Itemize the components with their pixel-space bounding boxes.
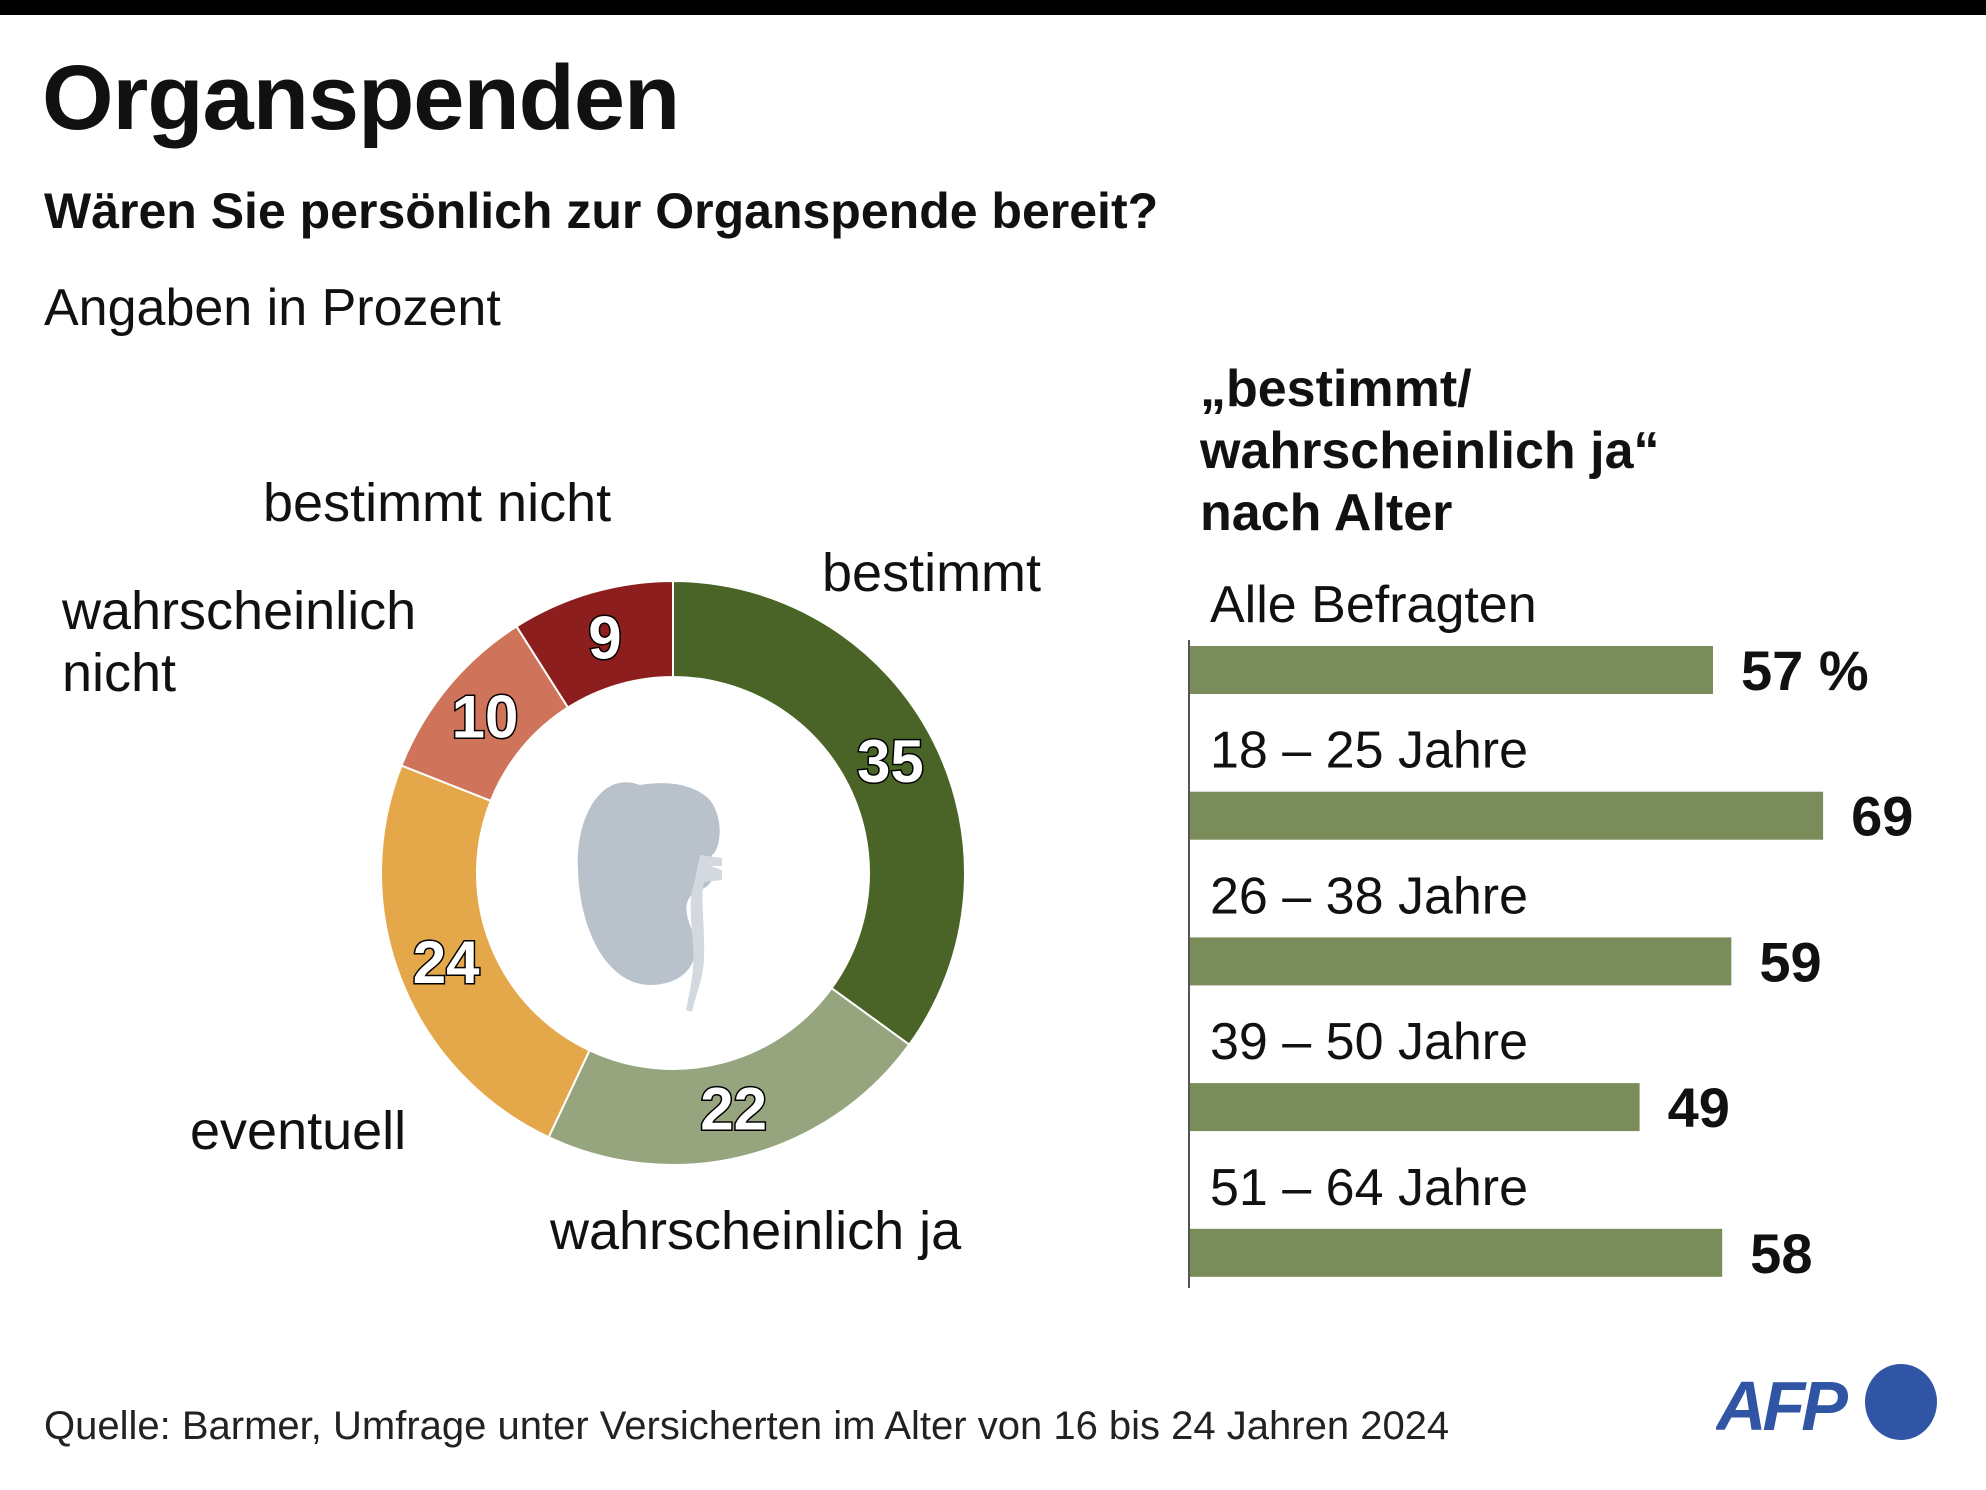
bar-value-label: 58 <box>1750 1222 1812 1285</box>
donut-slice-bestimmt <box>672 579 966 1047</box>
bar-category-label: 51 – 64 Jahre <box>1210 1159 1528 1217</box>
bar-value-label: 69 <box>1851 785 1913 848</box>
donut-value-label: 35 <box>857 728 924 795</box>
donut-value-label: 9 <box>588 605 621 672</box>
bar-value-label: 59 <box>1759 930 1821 993</box>
bar-chart-title-line: nach Alter <box>1200 484 1453 542</box>
donut-value-label: 24 <box>413 929 480 996</box>
bar-chart-title: „bestimmt/ wahrscheinlich ja“ nach Alter <box>1200 358 1660 544</box>
source-note: Quelle: Barmer, Umfrage unter Versichert… <box>44 1404 1450 1448</box>
bar-category-label: 18 – 25 Jahre <box>1210 722 1528 780</box>
bar-value-label: 49 <box>1668 1076 1730 1139</box>
bar <box>1190 1228 1723 1277</box>
donut-label-line: wahrscheinlich <box>62 581 417 641</box>
donut-label-bestimmt-nicht: bestimmt nicht <box>263 473 612 533</box>
bar <box>1190 1083 1640 1132</box>
donut-label-wahrscheinlich-nicht: wahrscheinlich nicht <box>62 580 416 704</box>
afp-logo-dot <box>1865 1364 1937 1440</box>
bar-category-label: Alle Befragten <box>1210 576 1537 634</box>
bar-value-label: 57 % <box>1741 639 1869 702</box>
bar-chart: Alle Befragten 57 % 18 – 25 Jahre 69 26 – 38… <box>1188 576 1913 1288</box>
donut-slice-eventuell <box>380 764 591 1139</box>
bar-category-label: 26 – 38 Jahre <box>1210 867 1528 925</box>
bar <box>1190 646 1713 694</box>
chart-subtitle: Wären Sie persönlich zur Organspende ber… <box>44 183 1159 239</box>
donut-chart: 35 22 24 10 9 <box>380 579 966 1166</box>
donut-label-bestimmt: bestimmt <box>822 543 1042 603</box>
kidney-icon <box>577 782 722 1012</box>
bar <box>1190 791 1824 840</box>
bar <box>1190 937 1732 986</box>
bar-chart-title-line: wahrscheinlich ja“ <box>1200 422 1660 480</box>
bar-chart-title-line: „bestimmt/ <box>1200 360 1472 418</box>
donut-slice-bestimmt-nicht <box>515 579 674 709</box>
donut-label-wahrscheinlich-ja: wahrscheinlich ja <box>550 1201 962 1261</box>
donut-value-label: 22 <box>700 1075 767 1142</box>
donut-label-line: nicht <box>62 643 177 703</box>
chart-title: Organspenden <box>42 47 680 149</box>
top-rule <box>0 0 1986 15</box>
bar-category-label: 39 – 50 Jahre <box>1210 1013 1528 1071</box>
unit-note: Angaben in Prozent <box>44 279 501 337</box>
donut-slice-wahrscheinlich-ja <box>547 986 911 1166</box>
afp-logo-graphic: AFP <box>1714 1364 1937 1445</box>
afp-logo: AFP <box>1714 1362 1941 1445</box>
afp-logo-text: AFP <box>1716 1367 1848 1442</box>
donut-label-eventuell: eventuell <box>190 1101 407 1161</box>
donut-value-label: 10 <box>452 683 519 750</box>
